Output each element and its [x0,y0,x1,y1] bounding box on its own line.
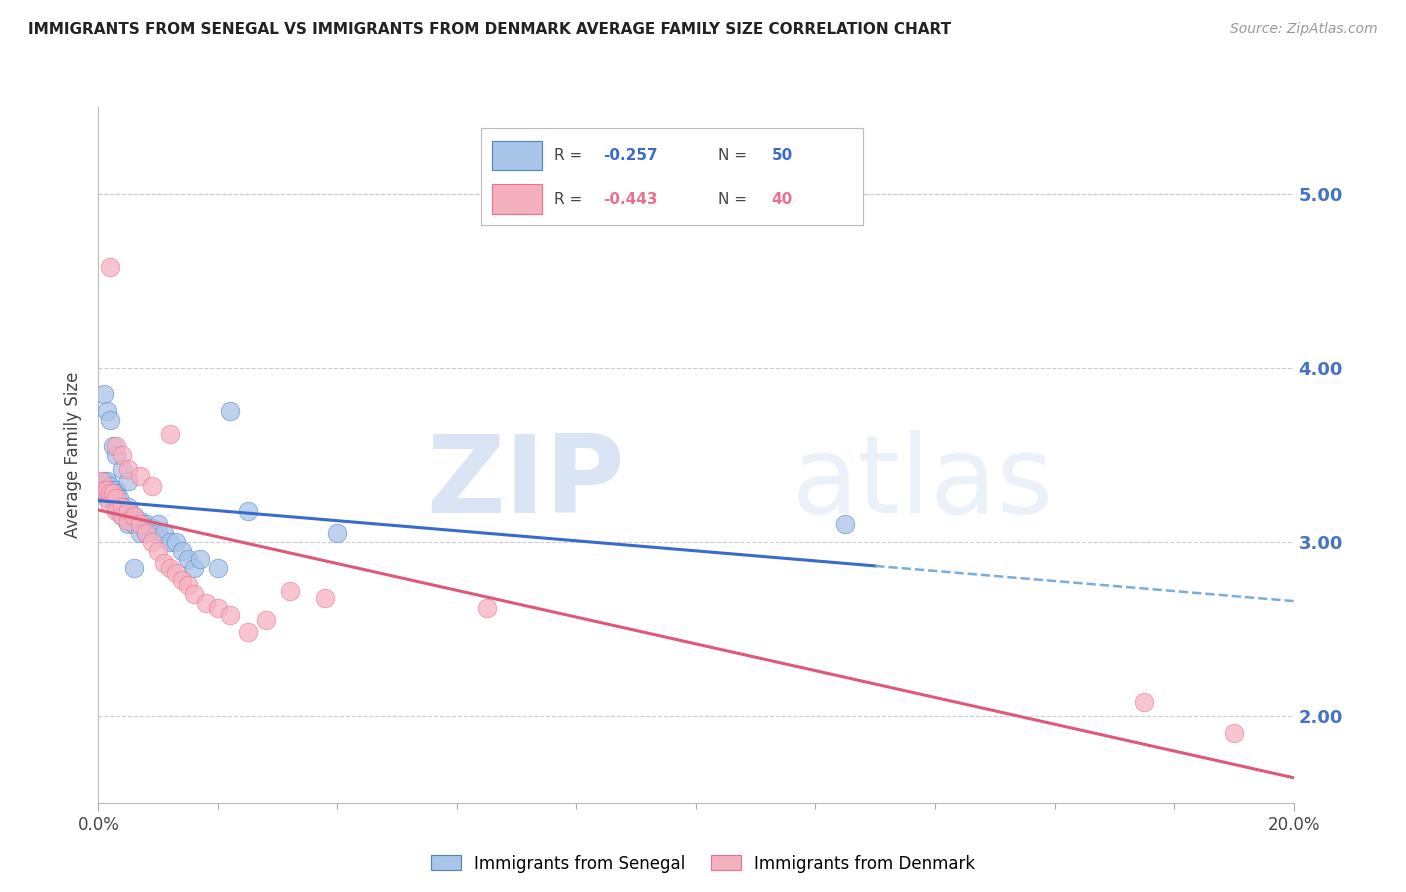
Point [172,543,194,558]
Point [103,439,125,453]
Point [172,573,194,587]
Point [129,514,152,528]
Point [100,479,122,493]
Point [148,543,170,558]
Point [105,491,128,506]
Point [135,526,157,541]
Y-axis label: Average Family Size: Average Family Size [65,372,83,538]
Point [100,413,122,427]
Text: Source: ZipAtlas.com: Source: ZipAtlas.com [1230,22,1378,37]
Point [129,517,152,532]
Point [93,483,115,497]
Point [105,448,128,462]
Point [117,508,139,523]
Point [93,474,115,488]
Point [117,462,139,476]
Point [183,587,205,601]
Point [195,596,218,610]
Legend: Immigrants from Senegal, Immigrants from Denmark: Immigrants from Senegal, Immigrants from… [425,848,981,880]
Point [100,486,122,500]
Point [207,561,229,575]
Text: IMMIGRANTS FROM SENEGAL VS IMMIGRANTS FROM DENMARK AVERAGE FAMILY SIZE CORRELATI: IMMIGRANTS FROM SENEGAL VS IMMIGRANTS FR… [28,22,952,37]
Point [105,439,128,453]
Point [278,583,301,598]
Point [90,483,112,497]
Point [159,561,181,575]
Point [100,260,122,274]
Point [105,483,128,497]
Point [129,468,152,483]
Point [111,500,134,514]
Point [105,486,128,500]
Point [159,427,181,442]
Point [111,462,134,476]
Point [103,486,125,500]
Point [111,448,134,462]
Point [834,517,856,532]
Point [100,497,122,511]
Point [315,591,337,605]
Point [100,486,122,500]
Point [153,526,176,541]
Point [183,561,205,575]
Point [219,607,242,622]
Point [105,497,128,511]
Point [326,526,349,541]
Point [117,500,139,514]
Point [103,491,125,506]
Point [141,521,163,535]
Point [103,483,125,497]
Point [90,474,112,488]
Point [111,500,134,514]
Point [93,387,115,401]
Point [207,601,229,615]
Point [165,535,187,549]
Point [124,517,146,532]
Point [117,514,139,528]
Point [219,404,242,418]
Point [111,500,134,514]
Point [93,483,115,497]
Point [129,526,152,541]
Point [141,479,163,493]
Point [117,517,139,532]
Point [475,601,498,615]
Point [108,503,131,517]
Point [236,503,259,517]
Point [96,483,118,497]
Point [254,613,277,627]
Point [124,508,146,523]
Point [165,566,187,581]
Point [135,517,157,532]
Point [135,526,157,541]
Point [96,474,118,488]
Point [141,535,163,549]
Point [124,508,146,523]
Text: atlas: atlas [792,430,1053,536]
Point [96,491,118,506]
Point [159,535,181,549]
Point [148,526,170,541]
Point [117,503,139,517]
Point [117,474,139,488]
Point [188,552,211,566]
Point [96,404,118,418]
Point [124,561,146,575]
Point [1223,726,1246,740]
Point [1133,695,1156,709]
Point [177,578,200,592]
Text: ZIP: ZIP [426,430,624,536]
Point [177,552,200,566]
Point [236,625,259,640]
Point [111,508,134,523]
Point [105,503,128,517]
Point [148,517,170,532]
Point [111,508,134,523]
Point [108,491,131,506]
Point [153,556,176,570]
Point [114,503,136,517]
